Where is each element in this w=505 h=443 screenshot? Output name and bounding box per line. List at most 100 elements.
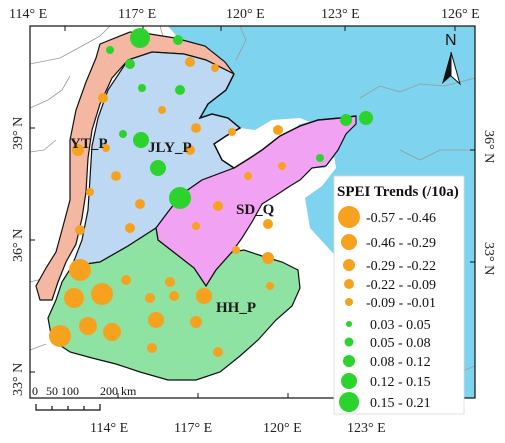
legend-swatch-negative [344,279,354,289]
station-marker-negative [111,171,121,181]
lon-tick-bottom-123: 123° E [347,421,386,436]
station-marker-positive [133,132,149,148]
station-marker-negative [244,172,252,180]
legend-swatch-positive [346,321,352,327]
station-marker-negative [69,259,91,281]
station-marker-negative [211,64,219,72]
legend-swatch-negative [338,206,360,228]
station-markers [49,28,373,357]
legend-label: 0.12 - 0.15 [370,375,431,390]
lat-tick-left-36: 36° N [11,229,26,262]
station-marker-positive [138,84,146,92]
region-label-hh-p: HH_P [216,300,256,316]
station-marker-positive [169,187,191,209]
station-marker-negative [191,123,201,133]
station-marker-negative [213,201,223,211]
station-marker-negative [121,275,131,285]
lon-tick-top-114: 114° E [9,7,47,22]
station-marker-negative [86,188,94,196]
legend-swatch-positive [339,392,359,412]
legend-label: 0.15 - 0.21 [370,396,431,411]
station-marker-negative [49,325,71,347]
station-marker-negative [98,93,108,103]
coastline [198,73,357,169]
station-marker-negative [148,312,164,328]
station-marker-negative [103,323,121,341]
station-marker-negative [228,128,236,136]
station-marker-negative [102,144,110,152]
legend-label: -0.29 - -0.22 [366,259,436,274]
station-marker-negative [232,246,240,254]
scale-label-200: 200 km [100,384,137,398]
station-marker-negative [278,162,286,170]
legend-swatch-positive [343,355,355,367]
lon-tick-bottom-117: 117° E [174,421,212,436]
station-marker-positive [130,28,150,48]
legend-swatch-negative [343,259,355,271]
station-marker-negative [135,199,145,209]
north-arrow-icon: N [442,32,461,86]
legend-label: 0.05 - 0.08 [370,336,431,351]
legend-label: 0.08 - 0.12 [370,355,431,370]
scale-label-0: 0 [32,384,38,398]
station-marker-positive [106,46,114,54]
scale-label-50: 50 [46,384,58,398]
station-marker-negative [91,283,113,305]
station-marker-negative [262,252,274,264]
station-marker-negative [185,145,195,155]
region-label-jly-p: JLY_P [148,140,192,156]
legend-label: 0.03 - 0.05 [370,318,431,333]
region-hh-p [47,227,301,381]
station-marker-positive [150,160,166,176]
station-marker-negative [266,282,274,290]
map-frame [29,25,476,399]
lon-tick-bottom-120: 120° E [263,421,302,436]
lon-tick-top-120: 120° E [226,7,265,22]
legend-title: SPEI Trends (/10a) [337,184,459,200]
station-marker-positive [316,154,324,162]
region-label-yt-p: YT_P [70,136,108,152]
station-marker-negative [147,343,157,353]
station-marker-positive [359,111,373,125]
legend-swatch-positive [341,373,357,389]
station-marker-positive [125,59,135,69]
lat-ticks-right: 36° N 33° N [481,130,496,275]
north-arrow-label: N [445,32,457,49]
legend-swatch-negative [341,234,357,250]
lon-ticks-bottom: 114° E 117° E 120° E 123° E [90,421,386,436]
station-marker-negative [145,293,155,303]
station-marker-positive [175,85,185,95]
station-marker-negative [213,347,223,357]
station-marker-negative [185,57,195,67]
lon-tick-top-117: 117° E [118,7,156,22]
station-marker-negative [273,125,283,135]
station-marker-negative [190,316,202,328]
station-marker-negative [263,219,273,229]
lat-tick-right-36: 36° N [481,130,496,163]
station-marker-positive [119,130,127,138]
lat-tick-left-39: 39° N [11,117,26,150]
lat-tick-right-33: 33° N [481,242,496,275]
legend-swatch-negative [345,298,353,306]
legend-label: -0.09 - -0.01 [366,296,436,311]
station-marker-negative [192,222,200,230]
legend-label: -0.46 - -0.29 [366,236,436,251]
scale-bar-line [35,404,101,411]
legend: SPEI Trends (/10a) -0.57 - -0.46 -0.46 -… [333,175,465,415]
lat-ticks-left: 39° N 36° N 33° N [11,117,26,396]
station-marker-negative [72,144,84,156]
legend-swatch-positive [344,337,354,347]
station-marker-negative [165,277,175,287]
region-label-sd-q: SD_Q [236,202,275,218]
station-marker-positive [173,35,183,45]
lon-tick-top-126: 126° E [441,7,480,22]
station-marker-negative [158,106,166,114]
scale-label-100: 100 [61,384,79,398]
station-marker-negative [64,288,84,308]
station-marker-negative [75,225,85,235]
station-marker-negative [79,317,97,335]
region-yt-p [35,31,235,301]
station-marker-negative [169,291,179,301]
legend-label: -0.22 - -0.09 [366,278,436,293]
